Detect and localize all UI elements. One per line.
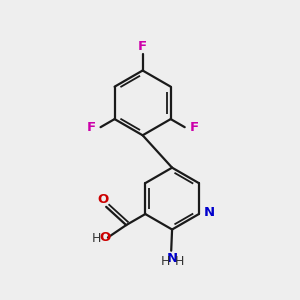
Text: F: F (138, 40, 147, 52)
Text: F: F (190, 121, 199, 134)
Text: H: H (92, 232, 101, 245)
Text: O: O (99, 231, 111, 244)
Text: O: O (97, 193, 108, 206)
Text: N: N (203, 206, 214, 219)
Text: H: H (160, 255, 170, 268)
Text: F: F (87, 121, 96, 134)
Text: N: N (167, 252, 178, 266)
Text: H: H (175, 255, 184, 268)
